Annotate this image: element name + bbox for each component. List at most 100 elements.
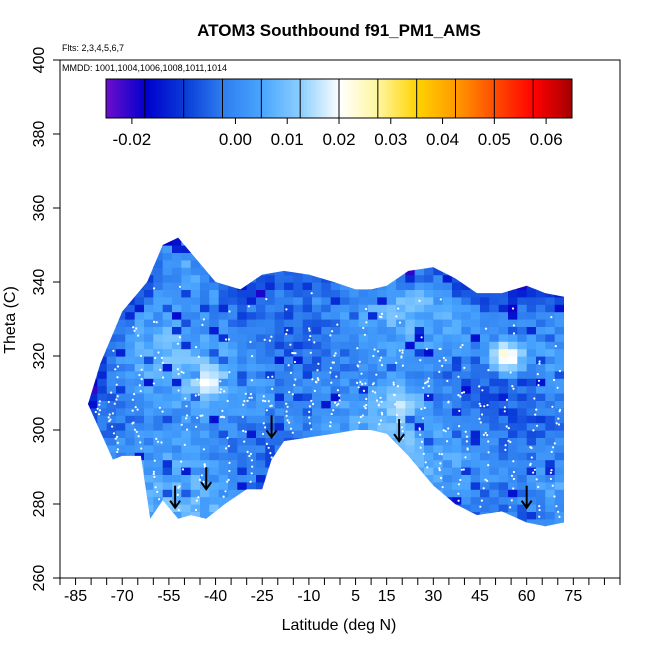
heatmap-cell <box>508 481 518 490</box>
heatmap-cell <box>209 511 220 520</box>
track-point <box>203 464 206 467</box>
track-point <box>550 469 553 472</box>
heatmap-cell <box>358 319 369 327</box>
heatmap-cell <box>284 333 294 342</box>
colorbar-swatch <box>397 79 401 118</box>
track-point <box>444 359 447 362</box>
heatmap-cell <box>340 518 350 527</box>
heatmap-cell <box>321 437 332 446</box>
heatmap-cell <box>256 385 266 394</box>
heatmap-cell <box>200 430 210 438</box>
heatmap-cell <box>498 430 509 438</box>
heatmap-cell <box>386 467 397 475</box>
heatmap-cell <box>181 422 192 431</box>
heatmap-cell <box>265 437 276 446</box>
heatmap-cell <box>545 252 556 261</box>
heatmap-cell <box>321 430 332 438</box>
heatmap-cell <box>517 444 528 453</box>
heatmap-cell <box>162 378 173 387</box>
heatmap-cell <box>237 304 248 313</box>
colorbar-swatch <box>429 79 433 118</box>
heatmap-cell <box>321 474 332 483</box>
heatmap-cell <box>536 422 546 431</box>
heatmap-cell <box>498 282 509 290</box>
track-point <box>228 371 231 374</box>
heatmap-cell <box>545 289 556 298</box>
heatmap-cell <box>480 356 490 364</box>
heatmap-cell <box>349 223 359 231</box>
heatmap-cell <box>489 237 500 239</box>
track-point <box>549 477 553 481</box>
heatmap-cell <box>181 370 192 379</box>
heatmap-cell <box>470 378 481 387</box>
heatmap-cell <box>358 481 369 490</box>
heatmap-cell <box>330 370 341 379</box>
heatmap-cell <box>274 393 285 401</box>
track-point <box>131 409 134 412</box>
heatmap-cell <box>377 370 388 379</box>
heatmap-cell <box>471 526 481 534</box>
heatmap-cell <box>153 370 164 379</box>
track-point <box>375 373 378 376</box>
heatmap-cell <box>181 496 192 505</box>
heatmap-cell <box>480 437 490 446</box>
heatmap-cell <box>218 363 229 372</box>
heatmap-cell <box>172 430 182 438</box>
heatmap-cell <box>480 252 490 261</box>
heatmap-cell <box>321 489 332 498</box>
heatmap-cell <box>218 252 229 261</box>
heatmap-cell <box>564 378 574 386</box>
heatmap-cell <box>181 333 192 342</box>
heatmap-cell <box>162 289 173 298</box>
heatmap-cell <box>274 259 285 268</box>
heatmap-cell <box>284 296 294 305</box>
heatmap-cell <box>489 511 500 520</box>
track-point <box>308 416 311 419</box>
track-point <box>265 298 268 301</box>
heatmap-cell <box>256 526 266 534</box>
heatmap-cell <box>190 437 201 446</box>
heatmap-cell <box>181 400 192 409</box>
heatmap-cell <box>88 252 98 261</box>
heatmap-cell <box>480 481 490 490</box>
heatmap-cell <box>190 467 201 475</box>
heatmap-cell <box>162 304 173 313</box>
track-point <box>538 362 541 365</box>
heatmap-cell <box>200 504 210 512</box>
heatmap-cell <box>358 437 369 446</box>
heatmap-cell <box>470 452 481 461</box>
heatmap-cell <box>218 356 229 364</box>
heatmap-cell <box>536 393 546 401</box>
heatmap-cell <box>330 393 341 401</box>
heatmap-cell <box>172 422 182 431</box>
heatmap-cell <box>312 252 322 261</box>
colorbar-swatch <box>152 79 157 118</box>
track-point <box>509 506 512 509</box>
heatmap-cell <box>564 482 574 490</box>
track-point <box>361 414 364 417</box>
heatmap-cell <box>200 444 210 453</box>
heatmap-cell <box>321 333 332 342</box>
track-point <box>289 343 292 346</box>
heatmap-cell <box>517 452 528 461</box>
heatmap-cell <box>144 304 154 313</box>
heatmap-cell <box>424 526 434 534</box>
track-point <box>227 445 230 448</box>
heatmap-cell <box>172 237 182 246</box>
heatmap-cell <box>134 274 145 283</box>
heatmap-cell <box>405 237 416 239</box>
track-point <box>439 476 443 480</box>
track-point <box>336 389 339 392</box>
colorbar-swatch <box>417 79 422 118</box>
heatmap-cell <box>284 259 294 268</box>
track-point <box>398 349 401 352</box>
heatmap-cell <box>536 356 546 364</box>
heatmap-cell <box>349 333 360 342</box>
heatmap-cell <box>405 489 416 498</box>
heatmap-cell <box>228 526 238 534</box>
heatmap-cell <box>246 481 257 490</box>
heatmap-cell <box>256 319 266 327</box>
heatmap-cell <box>237 237 248 246</box>
colorbar-swatch <box>187 79 191 118</box>
heatmap-cell <box>293 304 304 313</box>
